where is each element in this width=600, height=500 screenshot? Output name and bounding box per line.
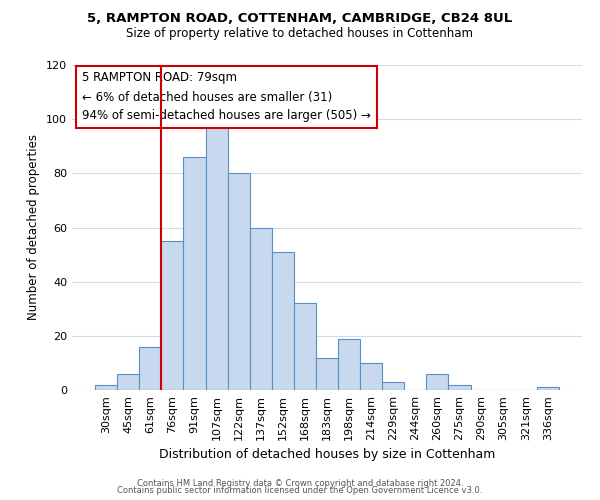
Text: Contains HM Land Registry data © Crown copyright and database right 2024.: Contains HM Land Registry data © Crown c… bbox=[137, 478, 463, 488]
Text: Size of property relative to detached houses in Cottenham: Size of property relative to detached ho… bbox=[127, 28, 473, 40]
Y-axis label: Number of detached properties: Number of detached properties bbox=[28, 134, 40, 320]
X-axis label: Distribution of detached houses by size in Cottenham: Distribution of detached houses by size … bbox=[159, 448, 495, 462]
Bar bbox=[161, 241, 184, 390]
Bar bbox=[427, 374, 448, 390]
Bar bbox=[272, 252, 294, 390]
Bar bbox=[95, 384, 117, 390]
Text: Contains public sector information licensed under the Open Government Licence v3: Contains public sector information licen… bbox=[118, 486, 482, 495]
Text: 5, RAMPTON ROAD, COTTENHAM, CAMBRIDGE, CB24 8UL: 5, RAMPTON ROAD, COTTENHAM, CAMBRIDGE, C… bbox=[88, 12, 512, 26]
Bar bbox=[227, 174, 250, 390]
Bar bbox=[184, 157, 206, 390]
Bar bbox=[250, 228, 272, 390]
Text: 5 RAMPTON ROAD: 79sqm
← 6% of detached houses are smaller (31)
94% of semi-detac: 5 RAMPTON ROAD: 79sqm ← 6% of detached h… bbox=[82, 72, 371, 122]
Bar bbox=[316, 358, 338, 390]
Bar bbox=[448, 384, 470, 390]
Bar bbox=[382, 382, 404, 390]
Bar bbox=[537, 388, 559, 390]
Bar bbox=[206, 124, 227, 390]
Bar bbox=[117, 374, 139, 390]
Bar bbox=[338, 338, 360, 390]
Bar bbox=[360, 363, 382, 390]
Bar bbox=[294, 304, 316, 390]
Bar bbox=[139, 346, 161, 390]
